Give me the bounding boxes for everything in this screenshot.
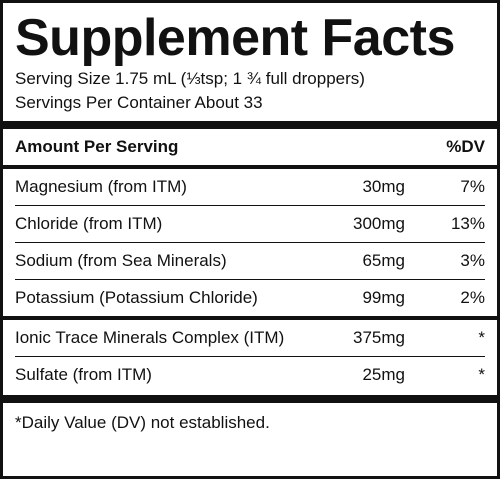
thick-divider	[3, 121, 497, 129]
nutrient-row-sulfate: Sulfate (from ITM) 25mg *	[15, 357, 485, 393]
nutrient-dv: 7%	[460, 177, 485, 196]
footnote: *Daily Value (DV) not established.	[15, 413, 270, 432]
servings-per-container: Servings Per Container About 33	[15, 93, 263, 112]
nutrient-amount: 300mg	[353, 214, 405, 233]
nutrient-row-chloride: Chloride (from ITM) 300mg 13%	[15, 206, 485, 242]
nutrient-name: Sodium (from Sea Minerals)	[15, 251, 227, 270]
nutrient-name: Sulfate (from ITM)	[15, 365, 152, 384]
nutrient-dv: 2%	[460, 288, 485, 307]
nutrient-dv: 13%	[450, 214, 485, 233]
nutrient-name: Chloride (from ITM)	[15, 214, 163, 233]
nutrient-row-ionic-trace-minerals: Ionic Trace Minerals Complex (ITM) 375mg…	[15, 320, 485, 356]
bottom-thick-divider	[3, 395, 497, 403]
row-divider	[15, 279, 485, 280]
nutrient-dv: 3%	[460, 251, 485, 270]
nutrient-amount: 375mg	[353, 328, 405, 347]
nutrient-dv: *	[478, 328, 485, 347]
group-divider	[3, 316, 497, 320]
nutrient-amount: 30mg	[362, 177, 405, 196]
table-header-row: Amount Per Serving %DV	[15, 129, 485, 165]
nutrient-name: Ionic Trace Minerals Complex (ITM)	[15, 328, 285, 347]
nutrient-name: Magnesium (from ITM)	[15, 177, 187, 196]
row-divider	[15, 356, 485, 357]
nutrient-row-magnesium: Magnesium (from ITM) 30mg 7%	[15, 169, 485, 205]
nutrient-dv: *	[478, 365, 485, 384]
row-divider	[15, 242, 485, 243]
header-divider	[3, 165, 497, 169]
nutrient-name: Potassium (Potassium Chloride)	[15, 288, 258, 307]
row-divider	[15, 205, 485, 206]
nutrient-row-potassium: Potassium (Potassium Chloride) 99mg 2%	[15, 280, 485, 316]
serving-size: Serving Size 1.75 mL (⅓tsp; 1 ¾ full dro…	[15, 69, 365, 88]
amount-per-serving-label: Amount Per Serving	[15, 137, 179, 156]
dv-column-header: %DV	[446, 137, 485, 156]
nutrient-amount: 99mg	[362, 288, 405, 307]
nutrient-amount: 25mg	[362, 365, 405, 384]
panel-title: Supplement Facts	[15, 9, 455, 67]
nutrient-amount: 65mg	[362, 251, 405, 270]
nutrient-row-sodium: Sodium (from Sea Minerals) 65mg 3%	[15, 243, 485, 279]
